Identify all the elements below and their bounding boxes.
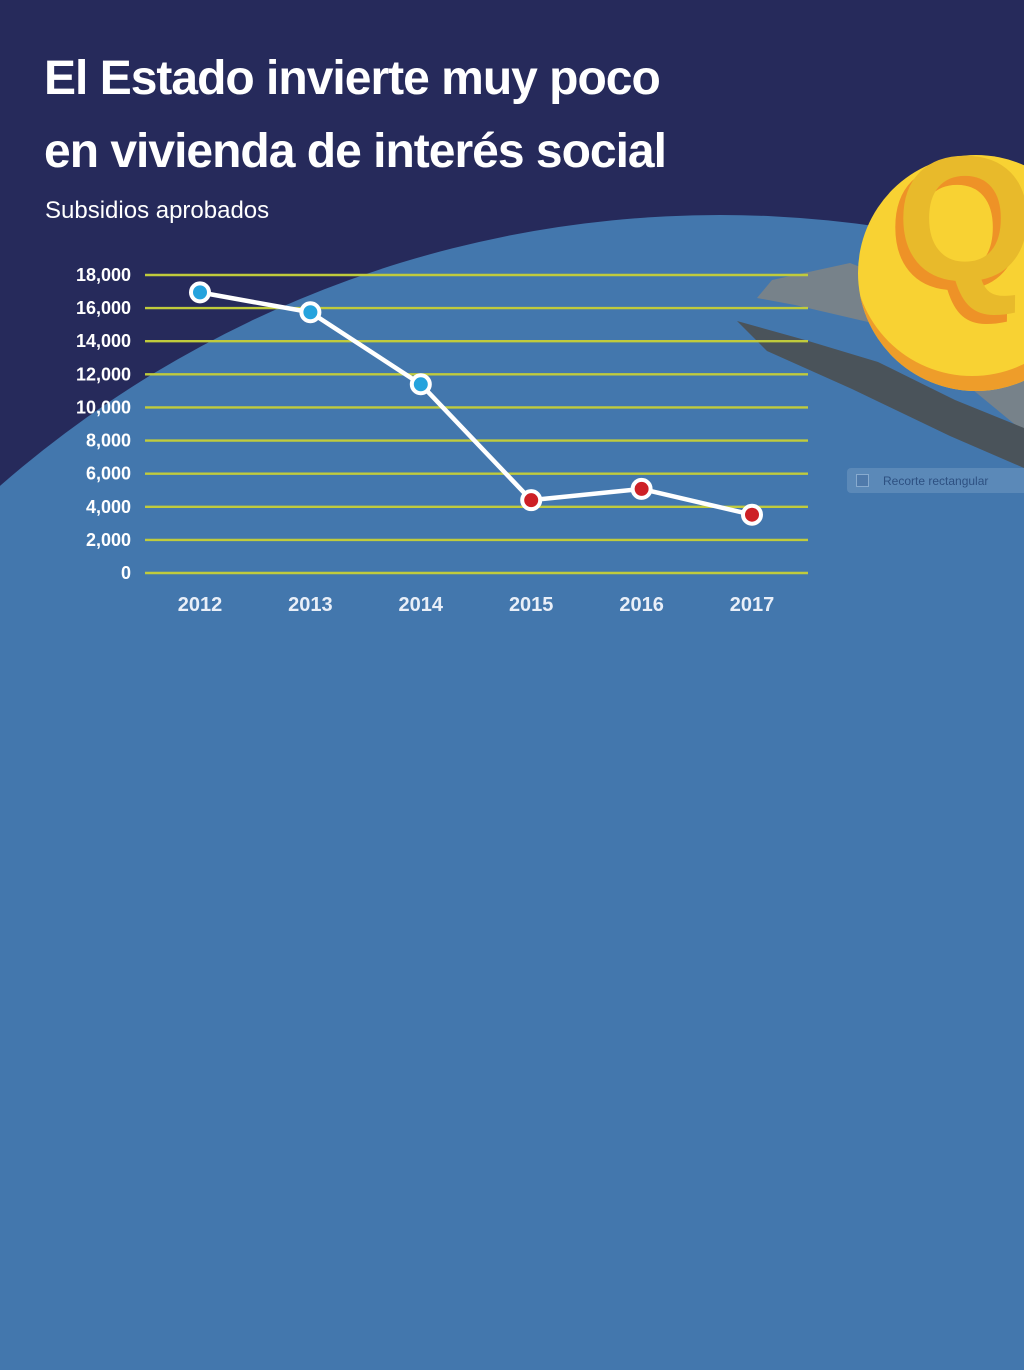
y-axis-tick-label: 16,000 (76, 298, 131, 318)
x-axis-tick-label: 2012 (178, 594, 223, 616)
infographic-canvas: { "header": { "title_line1": "El Estado … (0, 42, 1024, 1370)
x-axis-tick-label: 2014 (399, 594, 444, 616)
data-point-2013 (299, 301, 322, 324)
x-axis-tick-label: 2017 (730, 594, 775, 616)
y-axis-tick-label: 10,000 (76, 397, 131, 417)
y-axis-tick-label: 4,000 (86, 497, 131, 517)
data-point-2017 (741, 503, 763, 526)
y-axis-tick-label: 14,000 (76, 331, 131, 351)
page-title: El Estado invierte muy poco en vivienda … (44, 42, 667, 188)
y-axis-tick-label: 8,000 (86, 431, 131, 451)
snip-mode-label: Recorte rectangular (883, 473, 989, 488)
quetzal-symbol: Q (896, 119, 1024, 318)
data-point-2016 (630, 477, 653, 500)
rectangular-snip-icon (856, 474, 869, 487)
data-point-2015 (520, 489, 543, 512)
y-axis-tick-label: 2,000 (86, 530, 131, 550)
x-axis-tick-label: 2013 (288, 594, 333, 616)
headline-line-1: El Estado invierte muy poco (44, 52, 661, 105)
data-point-2014 (409, 373, 432, 396)
snip-mode-button[interactable]: Recorte rectangular (847, 468, 1024, 493)
y-axis-tick-label: 12,000 (76, 364, 131, 384)
subsidies-line-chart: 0 2,000 4,000 6,000 8,000 10,000 12,000 14,000 1… (76, 265, 808, 616)
x-axis-tick-label: 2016 (619, 594, 664, 616)
headline-line-2: en vivienda de interés social (44, 125, 667, 178)
chart-subtitle: Subsidios aprobados (45, 197, 270, 224)
x-axis-tick-label: 2015 (509, 594, 554, 616)
y-axis-tick-label: 18,000 (76, 265, 131, 285)
y-axis-tick-label: 6,000 (86, 464, 131, 484)
trend-line (197, 290, 755, 517)
y-axis-tick-label: 0 (121, 563, 131, 583)
data-point-2012 (189, 281, 211, 304)
